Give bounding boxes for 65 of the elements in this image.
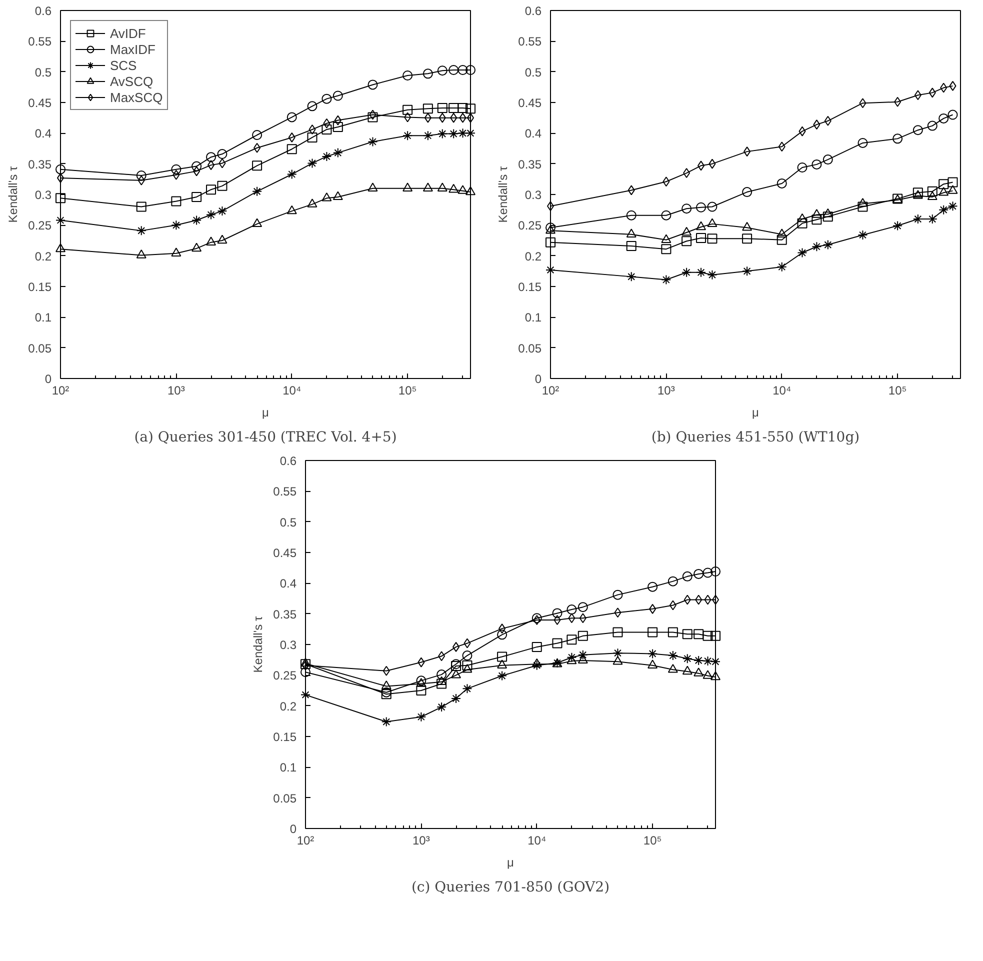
y-tick-label: 0.3	[34, 188, 52, 202]
legend-label: MaxIDF	[110, 41, 156, 57]
legend-label: MaxSCQ	[110, 89, 163, 105]
y-tick-label: 0	[290, 822, 297, 836]
x-tick-label: 10²	[52, 384, 70, 398]
text: (b) Queries 451-550 (WT10g)	[651, 430, 860, 446]
y-tick-label: 0.45	[273, 546, 297, 560]
y-tick-label: 0.15	[273, 730, 297, 744]
x-tick-label: 10⁵	[888, 384, 907, 398]
legend-label: SCS	[110, 57, 137, 73]
y-tick-label: 0.15	[518, 280, 542, 294]
y-tick-label: 0.25	[273, 668, 297, 683]
x-tick-label: 10⁵	[643, 834, 662, 848]
y-tick-label: 0.05	[28, 341, 52, 356]
x-tick-label: 10⁵	[398, 384, 417, 398]
y-tick-label: 0.45	[28, 96, 52, 110]
y-tick-label: 0.2	[280, 699, 297, 714]
y-tick-label: 0.1	[34, 310, 52, 325]
x-axis-title: μ	[752, 406, 760, 420]
y-tick-label: 0.4	[524, 126, 542, 141]
x-tick-label: 10³	[658, 384, 675, 398]
y-tick-label: 0.25	[518, 218, 542, 233]
text: (a) Queries 301-450 (TREC Vol. 4+5)	[134, 430, 397, 446]
y-tick-label: 0.6	[280, 454, 297, 468]
legend-label: AvIDF	[110, 25, 146, 41]
x-tick-label: 10⁴	[772, 384, 792, 398]
y-tick-label: 0.2	[34, 249, 52, 264]
y-tick-label: 0.35	[28, 157, 52, 172]
y-tick-label: 0.4	[280, 576, 297, 591]
y-tick-label: 0.3	[280, 638, 297, 652]
x-axis-title: μ	[262, 406, 270, 420]
y-tick-label: 0.35	[518, 157, 542, 172]
y-tick-label: 0.1	[524, 310, 542, 325]
y-tick-label: 0.6	[34, 4, 52, 18]
y-tick-label: 0	[44, 372, 52, 386]
legend-label: AvSCQ	[110, 73, 154, 89]
x-tick-label: 10⁴	[282, 384, 302, 398]
y-tick-label: 0.6	[524, 4, 542, 18]
x-tick-label: 10²	[296, 834, 314, 848]
x-tick-label: 10²	[542, 384, 560, 398]
y-tick-label: 0.55	[28, 34, 52, 49]
y-tick-label: 0.25	[28, 218, 52, 233]
y-tick-label: 0.2	[524, 249, 542, 264]
x-tick-label: 10³	[168, 384, 185, 398]
y-tick-label: 0.35	[273, 607, 297, 622]
y-tick-label: 0.45	[518, 96, 542, 110]
y-tick-label: 0.05	[273, 791, 297, 806]
x-axis-title: μ	[507, 856, 514, 870]
x-tick-label: 10³	[412, 834, 430, 848]
y-tick-label: 0.4	[34, 126, 52, 141]
y-axis-title: Kendall's τ	[251, 616, 266, 673]
y-tick-label: 0.3	[524, 188, 542, 202]
x-tick-label: 10⁴	[528, 834, 546, 848]
y-tick-label: 0.05	[518, 341, 542, 356]
y-tick-label: 0	[534, 372, 542, 386]
y-tick-label: 0.55	[518, 34, 542, 49]
y-tick-label: 0.5	[280, 515, 297, 530]
y-axis-title: Kendall's τ	[6, 166, 20, 223]
y-tick-label: 0.1	[280, 760, 297, 775]
y-tick-label: 0.5	[34, 65, 52, 80]
y-tick-label: 0.55	[273, 484, 297, 499]
y-tick-label: 0.5	[524, 65, 542, 80]
y-tick-label: 0.15	[28, 280, 52, 294]
y-axis-title: Kendall's τ	[496, 166, 510, 223]
text: (c) Queries 701-850 (GOV2)	[411, 880, 610, 896]
